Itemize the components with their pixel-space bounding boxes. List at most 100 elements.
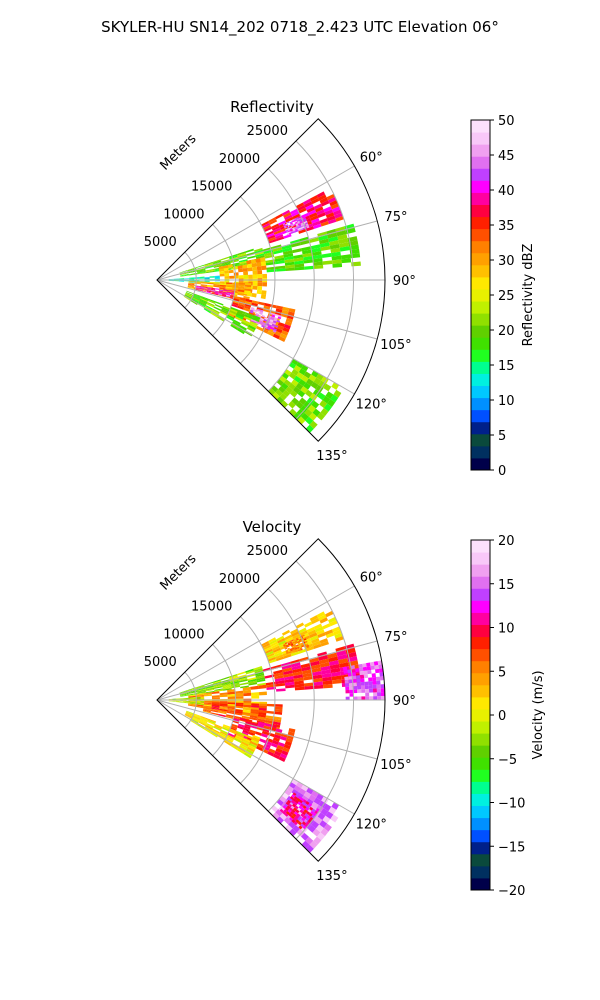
echo-cell bbox=[319, 400, 328, 409]
echo-cell bbox=[222, 684, 232, 688]
echo-cell bbox=[195, 264, 205, 269]
echo-cell bbox=[184, 294, 192, 300]
echo-cell bbox=[275, 656, 285, 662]
echo-cell bbox=[309, 615, 319, 622]
echo-cell bbox=[272, 313, 276, 316]
echo-cell bbox=[319, 617, 329, 624]
echo-cell bbox=[281, 244, 292, 250]
echo-cell bbox=[271, 325, 275, 329]
echo-cell bbox=[222, 291, 227, 293]
echo-cell bbox=[288, 362, 297, 369]
echo-cell bbox=[235, 702, 244, 705]
echo-cell bbox=[219, 286, 226, 289]
echo-cell bbox=[356, 678, 361, 683]
echo-cell bbox=[323, 206, 332, 213]
echo-cell bbox=[200, 701, 205, 703]
echo-cell bbox=[310, 664, 321, 670]
echo-cell bbox=[206, 284, 214, 287]
echo-cell bbox=[360, 678, 365, 683]
echo-cell bbox=[284, 214, 293, 221]
echo-cell bbox=[211, 695, 220, 698]
echo-cell bbox=[295, 224, 299, 227]
echo-cell bbox=[295, 650, 299, 653]
echo-cell bbox=[344, 679, 349, 684]
echo-cell bbox=[242, 729, 250, 734]
echo-cell bbox=[195, 286, 200, 288]
colorbar-tick-label: 15 bbox=[498, 578, 515, 593]
echo-cell bbox=[305, 223, 309, 226]
echo-cell bbox=[288, 232, 292, 235]
echo-cell bbox=[261, 640, 270, 647]
colorbar-swatch bbox=[471, 192, 490, 205]
echo-cell bbox=[278, 336, 286, 343]
echo-cell bbox=[339, 246, 350, 252]
echo-cell bbox=[305, 844, 314, 853]
echo-cell bbox=[215, 288, 220, 291]
echo-cell bbox=[252, 274, 258, 279]
echo-cell bbox=[203, 308, 212, 314]
echo-cell bbox=[289, 228, 293, 231]
echo-cell bbox=[363, 670, 368, 675]
echo-cell bbox=[197, 271, 206, 274]
echo-cell bbox=[355, 675, 361, 680]
echo-cell bbox=[237, 291, 245, 295]
echo-cell bbox=[305, 801, 310, 805]
echo-cell bbox=[232, 321, 240, 327]
radial-tick-label: 15000 bbox=[191, 600, 232, 615]
echo-cell bbox=[365, 696, 370, 700]
echo-cell bbox=[325, 212, 335, 219]
echo-cell bbox=[290, 649, 293, 652]
echo-cell bbox=[312, 674, 323, 680]
echo-cell bbox=[380, 692, 385, 697]
echo-cell bbox=[273, 328, 277, 332]
echo-cell bbox=[205, 269, 215, 273]
echo-cell bbox=[226, 292, 231, 295]
echo-cell bbox=[218, 290, 223, 292]
echo-cell bbox=[207, 289, 212, 292]
echo-cell bbox=[175, 698, 180, 700]
echo-cell bbox=[188, 270, 197, 273]
echo-cell bbox=[329, 200, 338, 207]
echo-cell bbox=[288, 803, 293, 808]
echo-cell bbox=[190, 300, 198, 305]
echo-cell bbox=[226, 711, 235, 715]
echo-cell bbox=[217, 316, 225, 322]
echo-cell bbox=[282, 670, 293, 675]
echo-cell bbox=[195, 705, 204, 709]
echo-cell bbox=[197, 691, 206, 694]
echo-cell bbox=[295, 228, 298, 231]
echo-cell bbox=[288, 820, 296, 829]
echo-cell bbox=[332, 679, 342, 685]
echo-cell bbox=[239, 324, 247, 331]
echo-cell bbox=[300, 797, 305, 802]
echo-cell bbox=[285, 228, 288, 231]
colorbar-tick-label: 30 bbox=[498, 254, 515, 269]
echo-cell bbox=[214, 689, 224, 692]
echo-cell bbox=[288, 308, 296, 313]
echo-cell bbox=[293, 811, 298, 816]
echo-cell bbox=[239, 299, 246, 304]
echo-cell bbox=[284, 646, 287, 649]
echo-cell bbox=[255, 675, 265, 679]
echo-cell bbox=[285, 801, 290, 806]
echo-cell bbox=[237, 309, 246, 315]
echo-cell bbox=[285, 264, 295, 269]
echo-cell bbox=[296, 361, 304, 369]
echo-cell bbox=[285, 649, 289, 652]
echo-cell bbox=[295, 637, 299, 640]
echo-cell bbox=[275, 327, 283, 334]
echo-cell bbox=[311, 820, 320, 829]
echo-cell bbox=[221, 308, 230, 313]
echo-cell bbox=[283, 379, 292, 387]
echo-cell bbox=[306, 226, 310, 229]
echo-cell bbox=[204, 262, 213, 267]
echo-cell bbox=[313, 684, 324, 690]
echo-cell bbox=[244, 283, 252, 286]
echo-cell bbox=[347, 669, 352, 674]
echo-cell bbox=[341, 258, 352, 264]
echo-cell bbox=[301, 821, 307, 826]
echo-cell bbox=[235, 690, 244, 694]
echo-cell bbox=[313, 623, 323, 630]
echo-cell bbox=[244, 290, 251, 294]
echo-cell bbox=[237, 725, 244, 730]
